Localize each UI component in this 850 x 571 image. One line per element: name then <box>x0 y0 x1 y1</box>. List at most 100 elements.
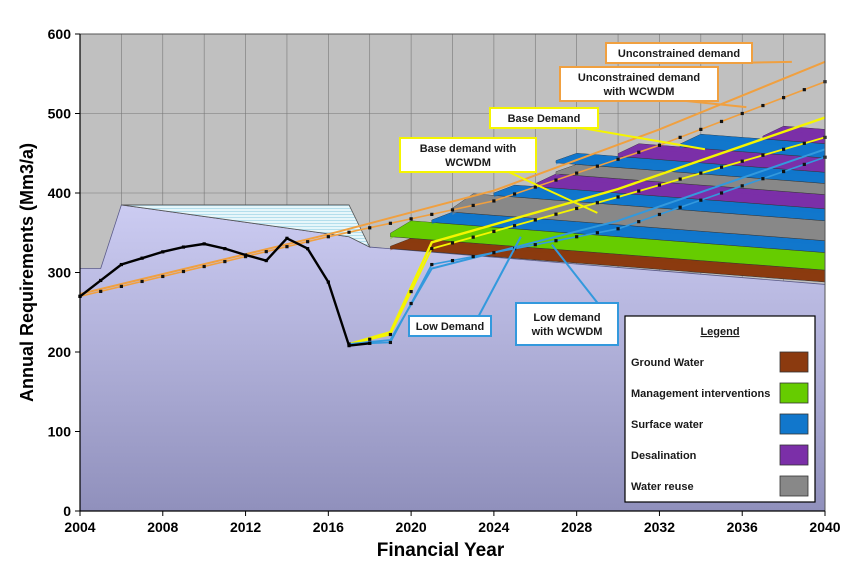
series-point <box>802 141 806 145</box>
legend-label: Surface water <box>631 419 704 431</box>
legend-swatch <box>779 382 809 404</box>
series-point <box>616 227 620 231</box>
x-axis-title: Financial Year <box>377 540 505 561</box>
y-tick-label: 300 <box>48 265 72 281</box>
series-point <box>409 289 413 294</box>
stack-layer-highlight <box>452 193 825 228</box>
series-point <box>285 245 289 249</box>
x-tick-label: 2016 <box>313 519 344 535</box>
series-point <box>782 96 786 100</box>
series-point <box>782 169 786 174</box>
callout-text: WCWDM <box>445 157 491 169</box>
series-point <box>326 235 330 239</box>
series-point <box>616 195 620 199</box>
series-point <box>595 164 599 168</box>
stack-layer-highlight <box>431 212 825 245</box>
series-point-historic <box>140 256 144 260</box>
series-point <box>430 247 434 251</box>
series-point <box>802 162 806 166</box>
series-point <box>223 259 227 264</box>
series-point <box>99 289 103 293</box>
series-point <box>575 235 579 239</box>
series-point <box>533 218 537 222</box>
legend-label: Ground Water <box>631 357 705 369</box>
series-point-historic <box>306 247 310 251</box>
series-point-historic <box>326 280 330 284</box>
series-point-historic <box>161 250 165 254</box>
series-point <box>761 177 765 181</box>
y-tick-label: 500 <box>48 106 72 122</box>
stack-layer-highlight <box>390 238 825 275</box>
series-point-historic <box>223 247 227 251</box>
series-point <box>430 262 434 267</box>
series-point <box>181 269 186 274</box>
series-point <box>450 258 455 263</box>
series-point <box>388 221 393 225</box>
series-point <box>719 165 724 169</box>
series-point-historic <box>119 262 123 267</box>
series-point <box>657 183 662 187</box>
series-point <box>450 241 455 245</box>
series-point <box>512 192 517 196</box>
y-axis-title: Annual Requirements (Mm3/a) <box>17 143 37 402</box>
series-point <box>719 191 724 195</box>
stack-layer-highlight <box>493 185 825 214</box>
series-point <box>492 199 496 203</box>
legend-swatch <box>779 475 809 497</box>
series-point <box>637 220 641 224</box>
legend-box <box>624 315 816 503</box>
series-point <box>388 332 393 337</box>
series-point <box>802 88 806 92</box>
callout-box <box>559 66 719 102</box>
callout-leader <box>551 244 599 304</box>
y-tick-label: 200 <box>48 344 72 360</box>
callout-leader <box>508 171 598 214</box>
series-point <box>575 206 579 211</box>
series-point <box>161 274 165 279</box>
series-point <box>512 224 517 228</box>
axes: 0 100 200 300 400 500 600 2004 2008 2012 2016 2020 2… <box>17 26 841 561</box>
series-point <box>740 111 744 116</box>
series-point <box>740 184 744 188</box>
series-point <box>678 205 682 209</box>
callout-text: Unconstrained demand <box>578 72 700 84</box>
legend-label: Management interventions <box>631 388 770 400</box>
series-point-historic <box>285 236 289 240</box>
series-point <box>575 171 579 175</box>
callout-5: Low Demand <box>408 236 522 337</box>
series-point <box>595 231 599 235</box>
callout-text: with WCWDM <box>531 326 603 338</box>
callout-6: Low demand with WCWDM <box>515 244 619 346</box>
series-point <box>388 340 393 345</box>
callout-2: Unconstrained demand with WCWDM <box>559 66 747 109</box>
surplus-region <box>121 204 371 248</box>
series-point <box>430 212 434 216</box>
x-tick-label: 2020 <box>396 519 427 535</box>
series-point <box>368 226 372 230</box>
legend-title: Legend <box>700 326 739 338</box>
x-tick-label: 2036 <box>727 519 758 535</box>
legend-label: Water reuse <box>631 481 694 493</box>
callout-text: Base Demand <box>508 113 581 125</box>
series-point-historic <box>243 253 248 257</box>
series-line-base-demand <box>348 116 826 346</box>
callout-1: Unconstrained demand <box>605 42 792 64</box>
series-point <box>554 212 558 216</box>
series-point <box>699 127 703 131</box>
x-tick-label: 2012 <box>230 519 261 535</box>
x-tick-label: 2004 <box>64 519 95 535</box>
callout-leader <box>477 236 522 317</box>
series-point <box>678 135 682 139</box>
series-point <box>554 178 558 182</box>
series-point <box>616 157 620 161</box>
series-point <box>471 255 475 259</box>
callout-box <box>408 315 492 337</box>
x-tick-label: 2040 <box>809 519 840 535</box>
series-point <box>450 208 455 212</box>
series-point <box>347 230 351 234</box>
x-tick-label: 2024 <box>478 519 509 535</box>
y-tick-label: 400 <box>48 185 72 201</box>
series-point <box>740 159 744 163</box>
callout-leader <box>581 127 706 151</box>
series-point <box>492 229 496 234</box>
